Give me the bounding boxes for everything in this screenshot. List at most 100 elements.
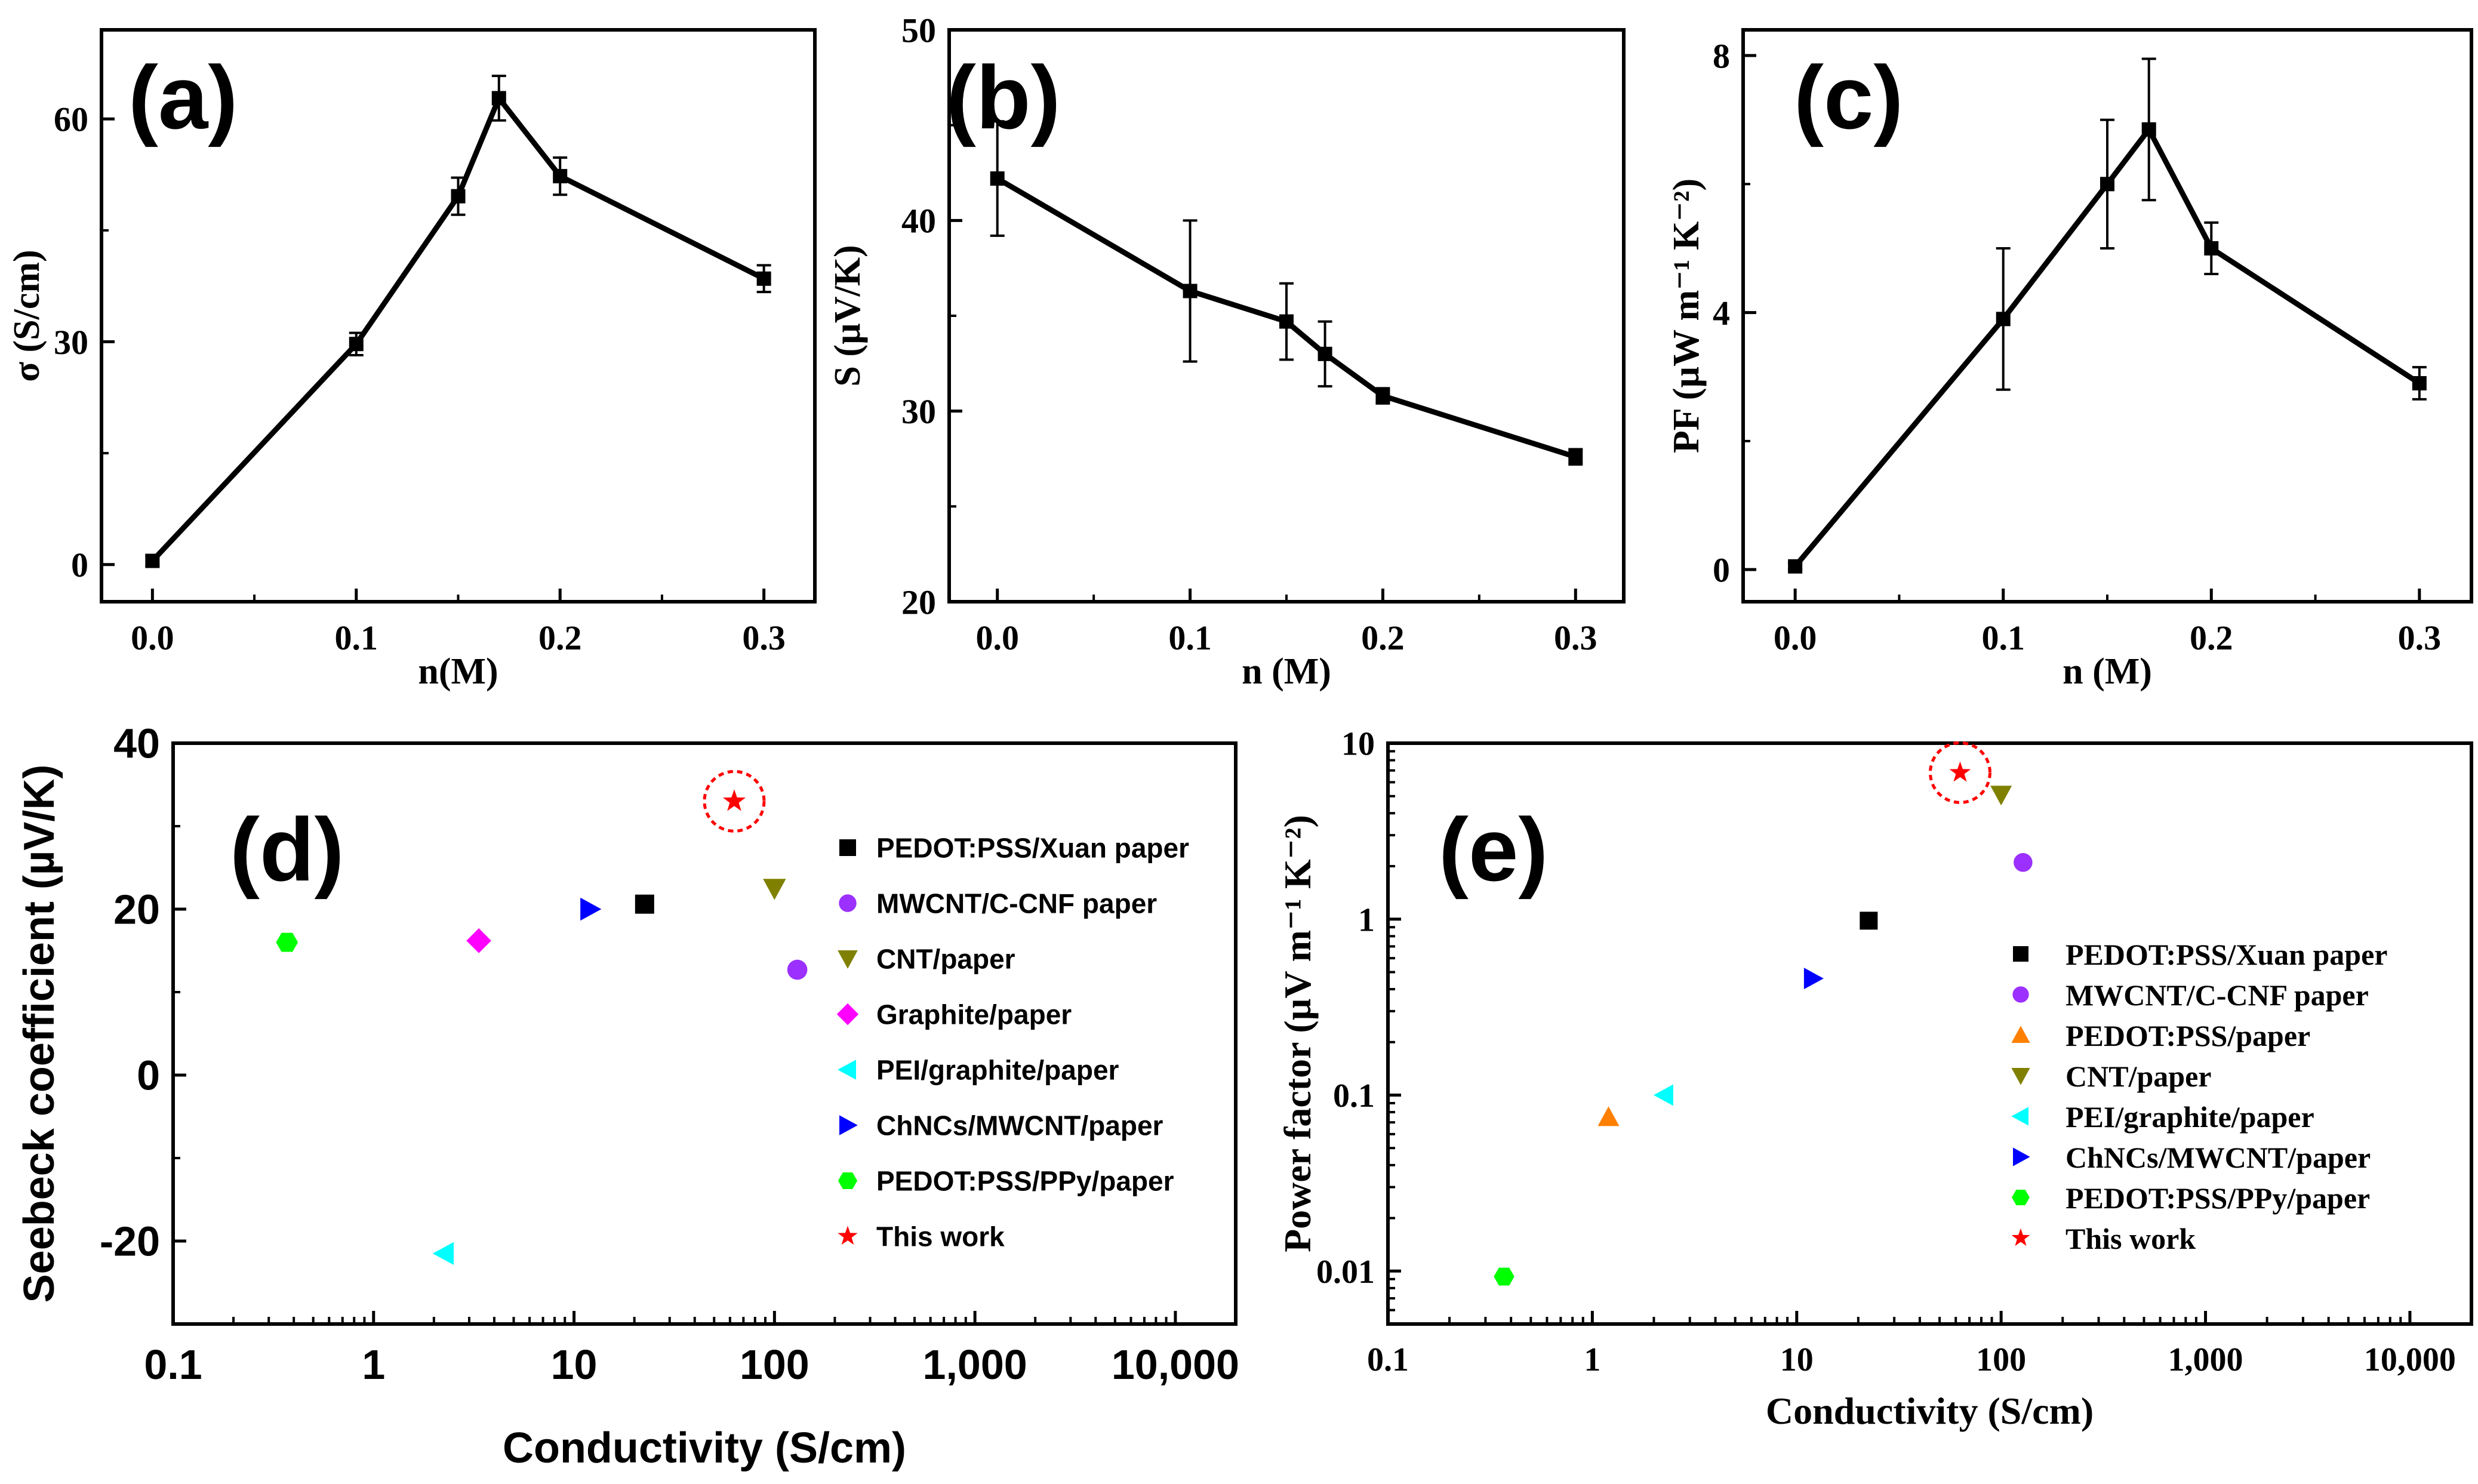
data-point [2412,376,2427,391]
y-axis-label: σ (S/cm) [7,250,47,381]
panel-label: (e) [1439,799,1548,900]
x-axis-label: n(M) [418,651,498,692]
x-tick-label: 0.2 [1361,618,1405,657]
y-axis-label: PF (µW m⁻¹ K⁻²) [1666,178,1707,453]
y-tick-label: 50 [901,11,936,50]
legend-label: CNT/paper [876,944,1015,975]
data-point [2100,177,2114,192]
data-point [1183,284,1198,298]
legend-label: This work [876,1221,1005,1252]
x-tick-label: 0.3 [742,618,786,657]
y-tick-label: 60 [54,100,88,139]
x-tick-label: 0.3 [2398,618,2442,657]
x-axis-label: Conductivity (S/cm) [1766,1390,2094,1432]
legend-marker [838,1060,856,1080]
data-point [1279,314,1294,329]
data-point [553,169,568,184]
data-point-4 [432,1242,454,1266]
data-point [145,553,160,568]
data-point-5 [1803,968,1824,990]
y-tick-label: 20 [113,886,160,933]
data-point-3 [466,928,491,953]
legend-label: PEDOT:PSS/PPy/paper [2065,1181,2370,1215]
y-tick-label: 40 [113,721,160,767]
panel-label: (c) [1794,47,1903,147]
legend-label: CNT/paper [2065,1060,2211,1093]
data-point-0 [1860,912,1878,930]
legend-marker [838,1226,858,1245]
legend-label: This work [2065,1222,2196,1255]
legend-marker [2011,1026,2030,1043]
x-tick-label: 0.1 [1981,618,2025,657]
y-tick-label: 0 [71,546,88,584]
legend-marker [2011,1068,2030,1085]
data-point-7 [722,789,746,811]
data-point-0 [635,894,654,914]
x-tick-label: 0.2 [538,618,582,657]
y-tick-label: 30 [901,392,936,431]
x-tick-label: 0.1 [144,1341,202,1388]
data-point [1568,449,1583,464]
legend-marker [839,894,857,912]
legend-label: Graphite/paper [876,999,1072,1030]
x-tick-label: 0.1 [1168,618,1212,657]
data-point-3 [1990,786,2012,806]
panel-b: 0.0 0.1 0.2 0.3 20 30 40 50 n (M) S (µV/K) (b) [827,11,1626,692]
y-tick-label: 20 [901,583,936,621]
y-axis-label: Power factor (µV m⁻¹ K⁻²) [1276,815,1319,1252]
legend-marker [2011,1228,2030,1246]
x-tick-label: 100 [1976,1341,2026,1378]
data-point-1 [2014,853,2033,872]
y-tick-label: -20 [100,1218,160,1265]
y-tick-label: 0.1 [1333,1077,1375,1114]
legend-marker [836,1003,859,1026]
y-axis-label: Seebeck coefficient (µV/K) [16,765,63,1303]
series-line [150,95,765,563]
x-tick-label: 0.3 [1554,618,1597,657]
legend-marker [2013,946,2028,962]
legend-label: PEI/graphite/paper [876,1055,1119,1086]
x-tick-label: 10,000 [2364,1341,2456,1378]
y-tick-label: 0.01 [1316,1254,1375,1291]
panel-d: 0.1 1 10 100 1,000 10,000 -20 0 20 40 Conductivity… [16,721,1239,1473]
data-point [491,91,506,106]
legend-marker [2013,1147,2030,1166]
x-tick-label: 0.0 [131,618,174,657]
plot-frame [171,741,1238,1326]
highlight-circle [1928,741,1991,804]
data-point-7 [1949,761,1971,782]
y-tick-label: 0 [137,1052,160,1099]
series-line [1793,127,2421,568]
data-point [2141,122,2156,137]
y-axis-label: S (µV/K) [827,245,868,386]
data-point-2 [1597,1106,1620,1126]
data-point [451,189,466,204]
data-point-6 [1494,1267,1514,1286]
x-axis-label: n (M) [1242,651,1331,692]
data-point-4 [1653,1084,1673,1106]
legend-marker [2012,1190,2030,1205]
legend-marker [838,950,858,969]
legend-label: PEDOT:PSS/paper [2065,1019,2310,1052]
panel-label: (d) [230,799,344,900]
data-point [1788,559,1803,574]
panel-e: 0.1 1 10 100 1,000 10,000 0.01 0.1 1 10 Conductivi… [1276,726,2473,1432]
data-point [1318,346,1332,361]
plot-frame [1386,741,2473,1326]
data-point-5 [580,897,602,921]
data-point [990,171,1005,186]
legend-label: PEDOT:PSS/PPy/paper [876,1166,1174,1197]
panel-label: (a) [128,47,238,147]
panel-a: 0.0 0.1 0.2 0.3 0 30 60 n(M) σ (S/cm) (a) [7,28,817,692]
x-tick-label: 0.2 [2190,618,2233,657]
y-tick-label: 10 [1341,726,1375,763]
legend-label: MWCNT/C-CNF paper [876,888,1157,919]
legend-marker [839,1115,858,1135]
panel-c: 0.0 0.1 0.2 0.3 0 4 8 n (M) PF (µW m⁻¹ K⁻²) (c) [1666,28,2473,692]
x-tick-label: 0.0 [975,618,1019,657]
y-tick-label: 1 [1358,901,1375,938]
legend: PEDOT:PSS/Xuan paper MWCNT/C-CNF paper CNT… [836,833,1189,1252]
y-tick-label: 8 [1713,36,1730,75]
x-tick-label: 0.1 [1367,1341,1409,1378]
legend-label: PEI/graphite/paper [2065,1100,2314,1134]
